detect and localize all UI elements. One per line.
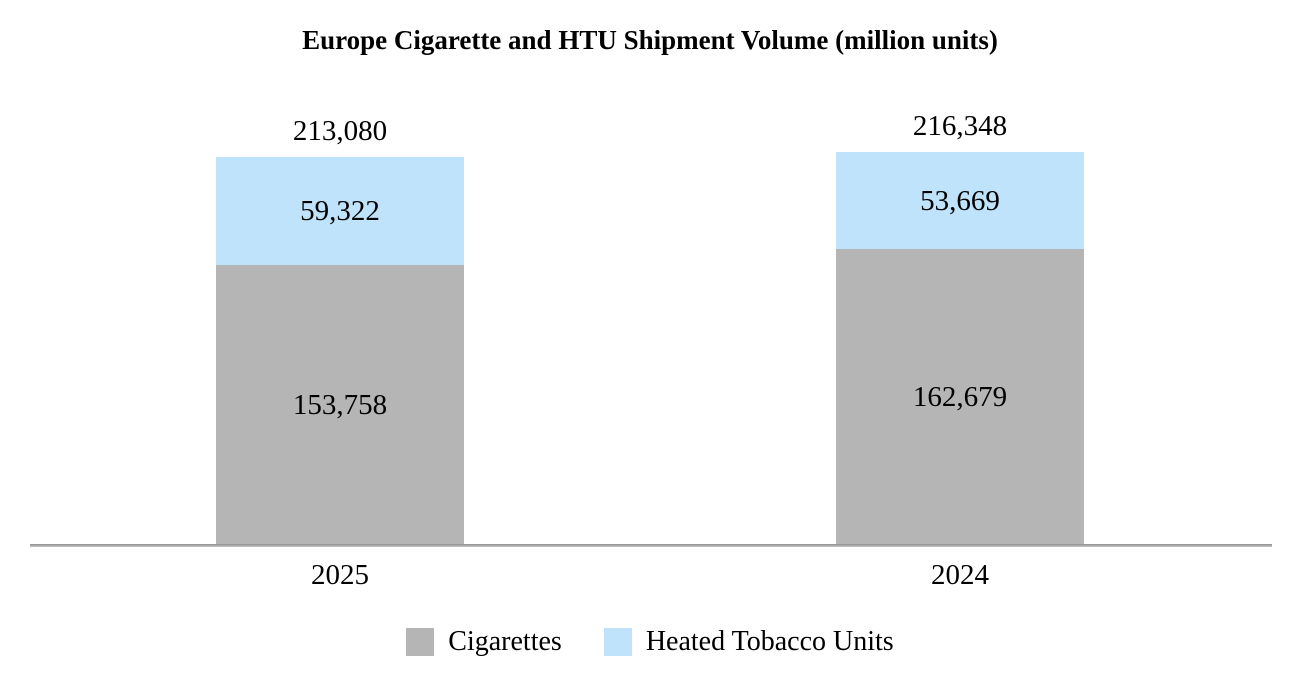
bar-total-label-2025: 213,080: [292, 115, 388, 147]
bar-segment-cigarettes-2025: 153,758: [216, 265, 464, 544]
bar-stack-2025: 59,322 153,758: [216, 157, 464, 544]
x-axis-label-2025: 2025: [311, 559, 369, 591]
bar-segment-htu-2025: 59,322: [216, 157, 464, 265]
bar-segment-htu-2024-value: 53,669: [920, 184, 1000, 217]
legend-swatch-cigarettes-icon: [406, 628, 435, 656]
legend-label-cigarettes: Cigarettes: [448, 626, 562, 657]
legend-item-heated-tobacco-units: Heated Tobacco Units: [603, 626, 894, 658]
legend: Cigarettes Heated Tobacco Units: [0, 626, 1300, 658]
bar-segment-htu-2024: 53,669: [836, 152, 1084, 249]
legend-swatch-heated-tobacco-units-icon: [603, 628, 632, 656]
bar-segment-cigarettes-2025-value: 153,758: [292, 388, 388, 421]
legend-label-heated-tobacco-units: Heated Tobacco Units: [645, 626, 894, 657]
bar-stack-2024: 53,669 162,679: [836, 152, 1084, 544]
chart-title: Europe Cigarette and HTU Shipment Volume…: [302, 25, 998, 55]
x-axis-line: [30, 544, 1272, 547]
legend-item-cigarettes: Cigarettes: [406, 626, 562, 658]
x-axis-label-2024: 2024: [931, 559, 989, 591]
bar-segment-cigarettes-2024: 162,679: [836, 249, 1084, 544]
bar-total-label-2024: 216,348: [912, 110, 1008, 142]
bar-segment-htu-2025-value: 59,322: [300, 195, 380, 227]
bar-segment-cigarettes-2024-value: 162,679: [912, 380, 1008, 413]
